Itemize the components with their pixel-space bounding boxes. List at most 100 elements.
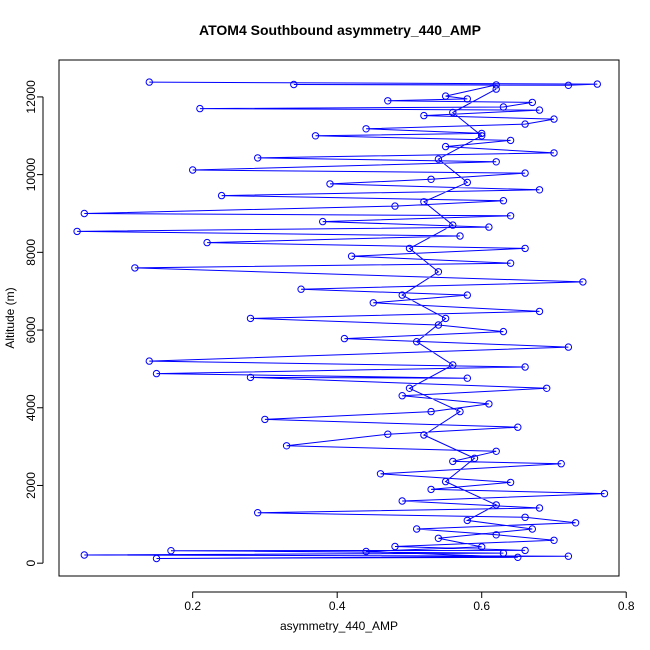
data-point bbox=[145, 357, 154, 365]
x-axis-label: asymmetry_440_AMP bbox=[280, 619, 398, 633]
data-point bbox=[463, 516, 471, 525]
data-point bbox=[521, 169, 529, 177]
data-point bbox=[557, 460, 565, 468]
data-point bbox=[254, 509, 262, 517]
data-point bbox=[535, 307, 544, 316]
data-point bbox=[282, 442, 291, 450]
data-point bbox=[398, 497, 406, 505]
data-point bbox=[485, 223, 493, 231]
data-point bbox=[369, 299, 377, 307]
data-point bbox=[362, 547, 370, 556]
data-point bbox=[543, 384, 551, 392]
data-point bbox=[478, 132, 486, 140]
data-point bbox=[319, 217, 327, 226]
data-point bbox=[261, 415, 269, 424]
plot-area bbox=[58, 59, 620, 577]
data-point bbox=[506, 136, 515, 145]
data-point bbox=[297, 285, 305, 293]
data-point bbox=[420, 431, 428, 439]
data-point bbox=[600, 489, 609, 498]
data-point bbox=[571, 519, 580, 527]
data-point bbox=[449, 108, 457, 117]
data-point bbox=[492, 501, 500, 509]
data-point bbox=[470, 454, 479, 462]
data-point bbox=[376, 470, 385, 478]
data-point bbox=[434, 155, 443, 163]
data-point bbox=[152, 369, 161, 378]
data-point bbox=[499, 197, 508, 205]
data-point bbox=[492, 531, 500, 539]
data-point bbox=[420, 111, 428, 120]
data-point bbox=[246, 373, 255, 382]
data-point bbox=[535, 504, 544, 512]
data-point bbox=[254, 154, 262, 162]
data-point bbox=[492, 447, 500, 455]
data-point bbox=[167, 547, 175, 555]
data-point bbox=[362, 125, 370, 133]
data-point bbox=[80, 551, 89, 559]
data-point bbox=[449, 457, 457, 466]
data-point bbox=[189, 166, 197, 174]
data-point bbox=[514, 423, 522, 431]
data-point bbox=[384, 430, 392, 438]
data-point bbox=[427, 485, 435, 494]
data-point bbox=[434, 534, 443, 542]
data-point bbox=[384, 97, 392, 105]
data-point bbox=[499, 327, 508, 336]
data-point bbox=[478, 129, 486, 138]
data-point bbox=[535, 106, 544, 114]
data-point bbox=[593, 80, 601, 88]
data-point bbox=[579, 278, 587, 286]
data-point bbox=[441, 92, 450, 100]
data-point bbox=[427, 407, 435, 416]
data-point bbox=[413, 525, 421, 533]
data-point bbox=[449, 221, 457, 229]
data-point bbox=[456, 232, 464, 240]
y-axis-label: Altitude (m) bbox=[3, 287, 17, 348]
data-point bbox=[203, 238, 211, 247]
x-axis: 0.2 0.4 0.6 0.8 bbox=[184, 591, 635, 613]
data-point bbox=[463, 291, 471, 299]
y-tick-label: 4000 bbox=[24, 394, 38, 421]
series-line bbox=[77, 81, 605, 559]
data-point bbox=[463, 95, 471, 103]
data-point bbox=[441, 142, 450, 151]
data-point bbox=[391, 542, 399, 551]
data-point bbox=[340, 334, 349, 343]
data-point bbox=[347, 252, 356, 260]
x-tick-label: 0.4 bbox=[329, 599, 346, 613]
data-point bbox=[131, 264, 139, 272]
data-point bbox=[514, 553, 522, 561]
y-tick-label: 12000 bbox=[24, 80, 38, 114]
data-point bbox=[434, 268, 443, 276]
data-point bbox=[441, 314, 450, 323]
data-point bbox=[492, 81, 500, 89]
data-point bbox=[521, 546, 529, 555]
chart-title: ATOM4 Southbound asymmetry_440_AMP bbox=[199, 22, 481, 38]
x-tick-label: 0.8 bbox=[618, 599, 635, 613]
data-point bbox=[391, 202, 399, 210]
data-point bbox=[550, 149, 558, 157]
y-axis: 0 2000 4000 6000 8000 10000 12000 bbox=[24, 80, 44, 567]
data-point bbox=[492, 158, 500, 166]
data-point bbox=[499, 103, 508, 111]
data-point bbox=[528, 98, 536, 107]
data-point bbox=[521, 244, 529, 253]
data-point bbox=[564, 552, 573, 560]
y-tick-label: 8000 bbox=[24, 239, 38, 266]
data-point bbox=[290, 80, 298, 89]
y-tick-label: 6000 bbox=[24, 316, 38, 343]
data-point bbox=[521, 120, 529, 128]
y-tick-label: 10000 bbox=[24, 158, 38, 192]
data-point bbox=[521, 513, 529, 521]
data-point bbox=[485, 400, 493, 408]
data-point bbox=[492, 85, 500, 93]
data-point bbox=[506, 259, 515, 267]
data-point bbox=[506, 478, 515, 487]
data-point bbox=[311, 132, 320, 140]
data-point bbox=[73, 227, 81, 236]
data-point bbox=[550, 536, 558, 544]
data-point bbox=[528, 525, 536, 533]
data-point bbox=[478, 543, 486, 551]
